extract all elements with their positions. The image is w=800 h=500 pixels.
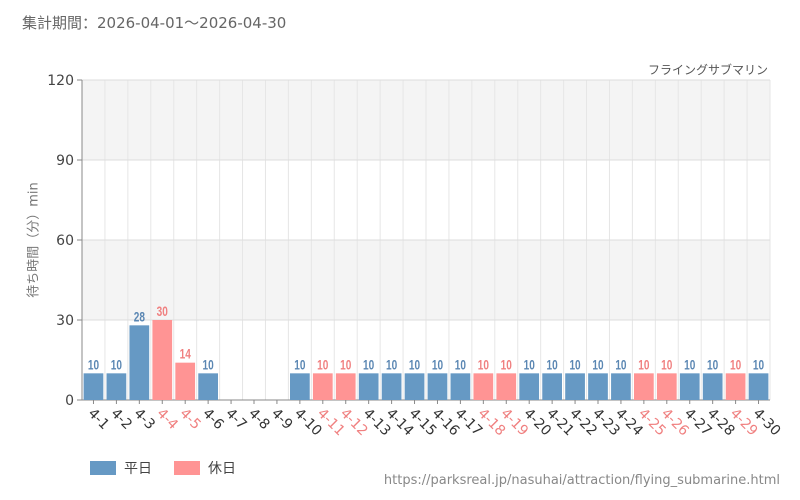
legend-label-weekday: 平日 xyxy=(124,461,152,477)
legend: 平日 休日 xyxy=(90,458,236,478)
attraction-name: フライングサブマリン xyxy=(647,63,768,77)
bar-4-22 xyxy=(565,373,585,400)
bar-4-29 xyxy=(725,373,746,400)
x-tick-label: 4-1 xyxy=(85,406,112,433)
x-tick-label: 4-2 xyxy=(108,406,135,433)
bar-value-label: 10 xyxy=(707,357,718,373)
x-tick-label: 4-5 xyxy=(176,406,203,433)
legend-item-weekday: 平日 xyxy=(90,458,152,478)
bar-4-3 xyxy=(129,325,150,400)
bar-value-label: 28 xyxy=(134,309,145,325)
bar-4-19 xyxy=(496,373,517,400)
x-tick-label: 4-7 xyxy=(222,406,249,433)
bar-4-15 xyxy=(404,373,425,400)
bar-value-label: 10 xyxy=(615,357,626,373)
bar-4-4 xyxy=(152,320,173,400)
legend-swatch-holiday xyxy=(174,461,200,475)
x-tick-label: 4-8 xyxy=(245,406,272,433)
bar-value-label: 10 xyxy=(753,357,764,373)
legend-item-holiday: 休日 xyxy=(174,458,236,478)
y-tick-label: 60 xyxy=(56,233,74,249)
bar-4-27 xyxy=(679,373,700,400)
bar-value-label: 10 xyxy=(432,357,443,373)
bar-4-1 xyxy=(83,373,104,400)
bar-value-label: 10 xyxy=(363,357,374,373)
bar-4-26 xyxy=(656,373,677,400)
bar-4-12 xyxy=(335,373,356,400)
source-url[interactable]: https://parksreal.jp/nasuhai/attraction/… xyxy=(383,473,780,488)
bar-value-label: 10 xyxy=(661,357,672,373)
legend-swatch-weekday xyxy=(90,461,116,475)
bar-4-30 xyxy=(748,373,769,400)
y-tick-label: 0 xyxy=(65,393,74,409)
x-tick-label: 4-6 xyxy=(199,406,227,434)
bar-value-label: 10 xyxy=(340,357,351,373)
bar-value-label: 10 xyxy=(88,357,99,373)
bar-value-label: 30 xyxy=(157,303,168,319)
period-label: 集計期間：2026-04-01～2026-04-30 xyxy=(22,14,287,32)
bar-4-18 xyxy=(473,373,494,400)
bar-4-28 xyxy=(702,373,723,400)
bar-4-25 xyxy=(634,373,654,400)
bar-value-label: 10 xyxy=(501,357,512,373)
bar-4-24 xyxy=(611,373,631,400)
bar-4-17 xyxy=(450,373,471,400)
x-tick-label: 4-9 xyxy=(268,406,295,433)
bar-4-5 xyxy=(175,362,196,400)
x-tick-label: 4-3 xyxy=(131,406,158,433)
bar-4-2 xyxy=(106,373,127,400)
bar-value-label: 10 xyxy=(386,357,397,373)
bar-value-label: 10 xyxy=(294,357,305,373)
bar-value-label: 10 xyxy=(455,357,466,373)
bar-value-label: 10 xyxy=(524,357,535,373)
bar-value-label: 10 xyxy=(684,357,695,373)
bar-value-label: 10 xyxy=(203,357,214,373)
bar-value-label: 10 xyxy=(638,357,649,373)
bar-4-16 xyxy=(427,373,448,400)
bar-value-label: 14 xyxy=(180,346,191,362)
bar-4-10 xyxy=(290,373,310,400)
bar-4-21 xyxy=(542,373,562,400)
bar-4-14 xyxy=(381,373,402,400)
y-tick-label: 120 xyxy=(47,73,74,89)
bar-value-label: 10 xyxy=(730,357,741,373)
bar-value-label: 10 xyxy=(592,357,603,373)
bar-4-23 xyxy=(588,373,608,400)
y-tick-label: 90 xyxy=(56,153,74,169)
bar-4-20 xyxy=(519,373,540,400)
bar-4-11 xyxy=(312,373,333,400)
bar-value-label: 10 xyxy=(317,357,328,373)
legend-label-holiday: 休日 xyxy=(208,461,236,477)
bar-value-label: 10 xyxy=(111,357,122,373)
bar-4-13 xyxy=(358,373,379,400)
y-tick-label: 30 xyxy=(56,313,74,329)
bar-4-6 xyxy=(198,373,218,400)
bar-value-label: 10 xyxy=(409,357,420,373)
bar-value-label: 10 xyxy=(569,357,580,373)
x-tick-label: 4-4 xyxy=(153,406,181,434)
bar-value-label: 10 xyxy=(478,357,489,373)
bar-value-label: 10 xyxy=(547,357,558,373)
